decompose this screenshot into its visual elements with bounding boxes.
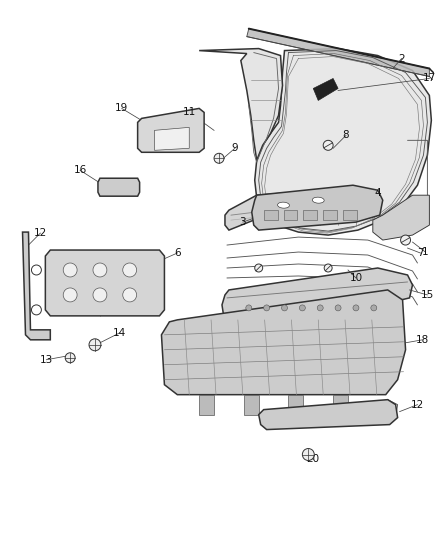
Polygon shape [225,188,358,230]
Text: 18: 18 [416,335,429,345]
Polygon shape [313,78,338,100]
Bar [304,210,317,220]
Text: 12: 12 [411,400,424,410]
Circle shape [300,305,305,311]
Circle shape [282,305,287,311]
Circle shape [63,263,77,277]
Circle shape [302,449,314,461]
Ellipse shape [312,197,324,203]
Circle shape [63,288,77,302]
Text: 14: 14 [113,328,127,338]
Circle shape [317,305,323,311]
Polygon shape [22,232,50,340]
Circle shape [89,339,101,351]
Circle shape [93,288,107,302]
Text: 8: 8 [343,131,350,140]
Ellipse shape [278,202,290,208]
Polygon shape [252,185,383,230]
Polygon shape [373,195,429,240]
Polygon shape [222,268,413,325]
Circle shape [264,305,270,311]
Polygon shape [247,29,429,77]
Bar [264,210,278,220]
Polygon shape [244,394,259,415]
Polygon shape [333,394,348,415]
Polygon shape [98,178,140,196]
Polygon shape [138,108,204,152]
Text: 4: 4 [374,188,381,198]
Bar [343,210,357,220]
Text: 15: 15 [421,290,434,300]
Circle shape [335,305,341,311]
Text: 1: 1 [422,247,429,257]
Text: 16: 16 [74,165,87,175]
Text: 9: 9 [232,143,238,154]
Text: 3: 3 [240,217,246,227]
Text: 10: 10 [350,273,363,283]
Polygon shape [255,49,431,235]
Circle shape [93,263,107,277]
Text: 11: 11 [183,108,196,117]
Text: 17: 17 [423,74,436,84]
Circle shape [255,264,263,272]
Text: 20: 20 [307,455,320,464]
Polygon shape [155,127,189,150]
Polygon shape [46,250,164,316]
Polygon shape [199,394,214,415]
Polygon shape [259,400,398,430]
Circle shape [214,154,224,163]
Text: 12: 12 [34,228,47,238]
Polygon shape [289,394,304,415]
Circle shape [401,235,410,245]
Circle shape [353,305,359,311]
Text: 2: 2 [398,53,405,63]
Text: 6: 6 [174,248,180,258]
Text: 7: 7 [417,248,424,258]
Polygon shape [199,49,283,160]
Bar [283,210,297,220]
Polygon shape [162,290,406,394]
Circle shape [371,305,377,311]
Circle shape [123,288,137,302]
Circle shape [65,353,75,363]
Circle shape [246,305,252,311]
Circle shape [123,263,137,277]
Text: 19: 19 [115,103,128,114]
Circle shape [323,140,333,150]
Bar [323,210,337,220]
Circle shape [324,264,332,272]
Text: 13: 13 [40,355,53,365]
